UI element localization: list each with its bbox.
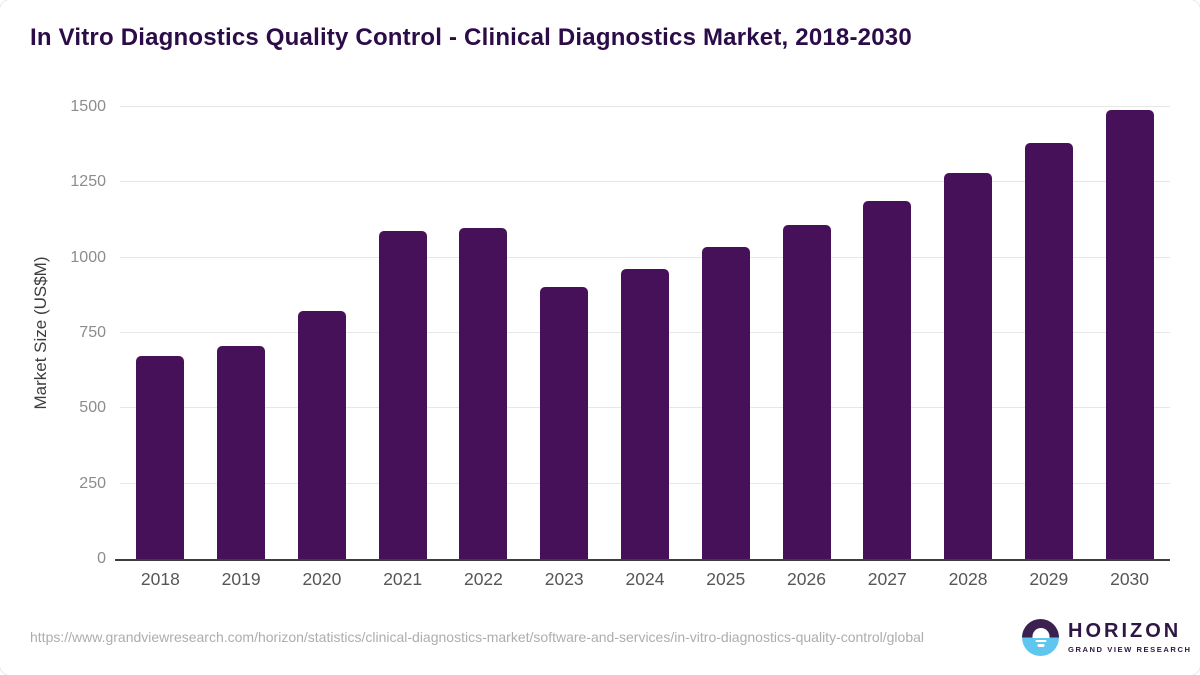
bar-slot — [1089, 107, 1170, 559]
bar — [136, 355, 185, 559]
bar — [459, 228, 508, 559]
bar-slot — [443, 107, 524, 559]
x-tick-label: 2029 — [1029, 569, 1069, 589]
gridline — [120, 256, 1170, 258]
bar — [378, 231, 427, 559]
bar — [217, 345, 266, 559]
bar-slot — [847, 107, 928, 559]
x-axis-tick-labels: 2018 2019 2020 2021 2022 2023 2024 2025 2026 2027… — [120, 569, 1170, 590]
y-tick-label: 250 — [79, 474, 106, 492]
bar-slot — [282, 107, 363, 559]
bar-slot — [201, 107, 282, 559]
sun-reflection-line — [1035, 640, 1046, 643]
horizon-sunrise-icon — [1022, 619, 1059, 656]
source-url: https://www.grandviewresearch.com/horizo… — [30, 629, 925, 645]
y-tick-label: 1500 — [70, 98, 106, 115]
bar-slot — [605, 107, 686, 559]
x-tick-label: 2026 — [787, 569, 826, 589]
bar-slot — [928, 107, 1009, 559]
x-tick-label: 2023 — [544, 569, 584, 589]
x-tick-label: 2028 — [948, 569, 988, 589]
gridline — [120, 106, 1170, 107]
bar — [701, 247, 750, 559]
sun-dome-shape — [1032, 628, 1049, 638]
sun-reflection-line — [1037, 644, 1044, 647]
bar-slot — [1008, 107, 1089, 559]
logo-wordmark: HORIZON — [1068, 620, 1182, 643]
x-tick-label: 2030 — [1110, 569, 1150, 589]
bar — [1105, 110, 1154, 559]
y-tick-label: 750 — [79, 324, 106, 341]
bar-slot — [685, 107, 766, 559]
bars-row — [120, 107, 1170, 559]
y-tick-label: 500 — [79, 399, 106, 417]
bar-slot — [766, 107, 847, 559]
x-tick-label: 2019 — [221, 569, 261, 589]
bar — [297, 310, 346, 559]
plot-area — [115, 106, 1170, 561]
x-tick-label: 2018 — [140, 569, 180, 589]
gridline — [120, 181, 1170, 183]
bar-slot — [120, 107, 201, 559]
x-tick-label: 2022 — [463, 569, 503, 589]
y-axis-tick-labels: 0 250 500 750 1000 1250 1500 — [0, 98, 106, 567]
x-tick-label: 2021 — [383, 569, 423, 589]
brand-logo: HORIZON GRAND VIEW RESEARCH — [1022, 619, 1192, 656]
y-tick-label: 1250 — [70, 173, 106, 191]
bar-slot — [524, 107, 605, 559]
chart-title: In Vitro Diagnostics Quality Control - C… — [30, 24, 912, 51]
bar — [1024, 143, 1073, 559]
x-tick-label: 2027 — [867, 569, 907, 589]
x-tick-label: 2025 — [706, 569, 746, 589]
bar — [863, 201, 912, 559]
y-tick-label: 1000 — [70, 248, 106, 266]
x-tick-label: 2024 — [625, 569, 665, 589]
x-tick-label: 2020 — [302, 569, 342, 589]
logo-subtitle: GRAND VIEW RESEARCH — [1068, 644, 1192, 654]
bar — [782, 225, 831, 559]
bar-slot — [362, 107, 443, 559]
bar — [540, 286, 589, 559]
bar — [620, 268, 669, 559]
x-axis-line — [115, 559, 1170, 561]
logo-text: HORIZON GRAND VIEW RESEARCH — [1068, 621, 1192, 654]
bar — [944, 173, 993, 559]
y-tick-label: 0 — [97, 550, 106, 567]
